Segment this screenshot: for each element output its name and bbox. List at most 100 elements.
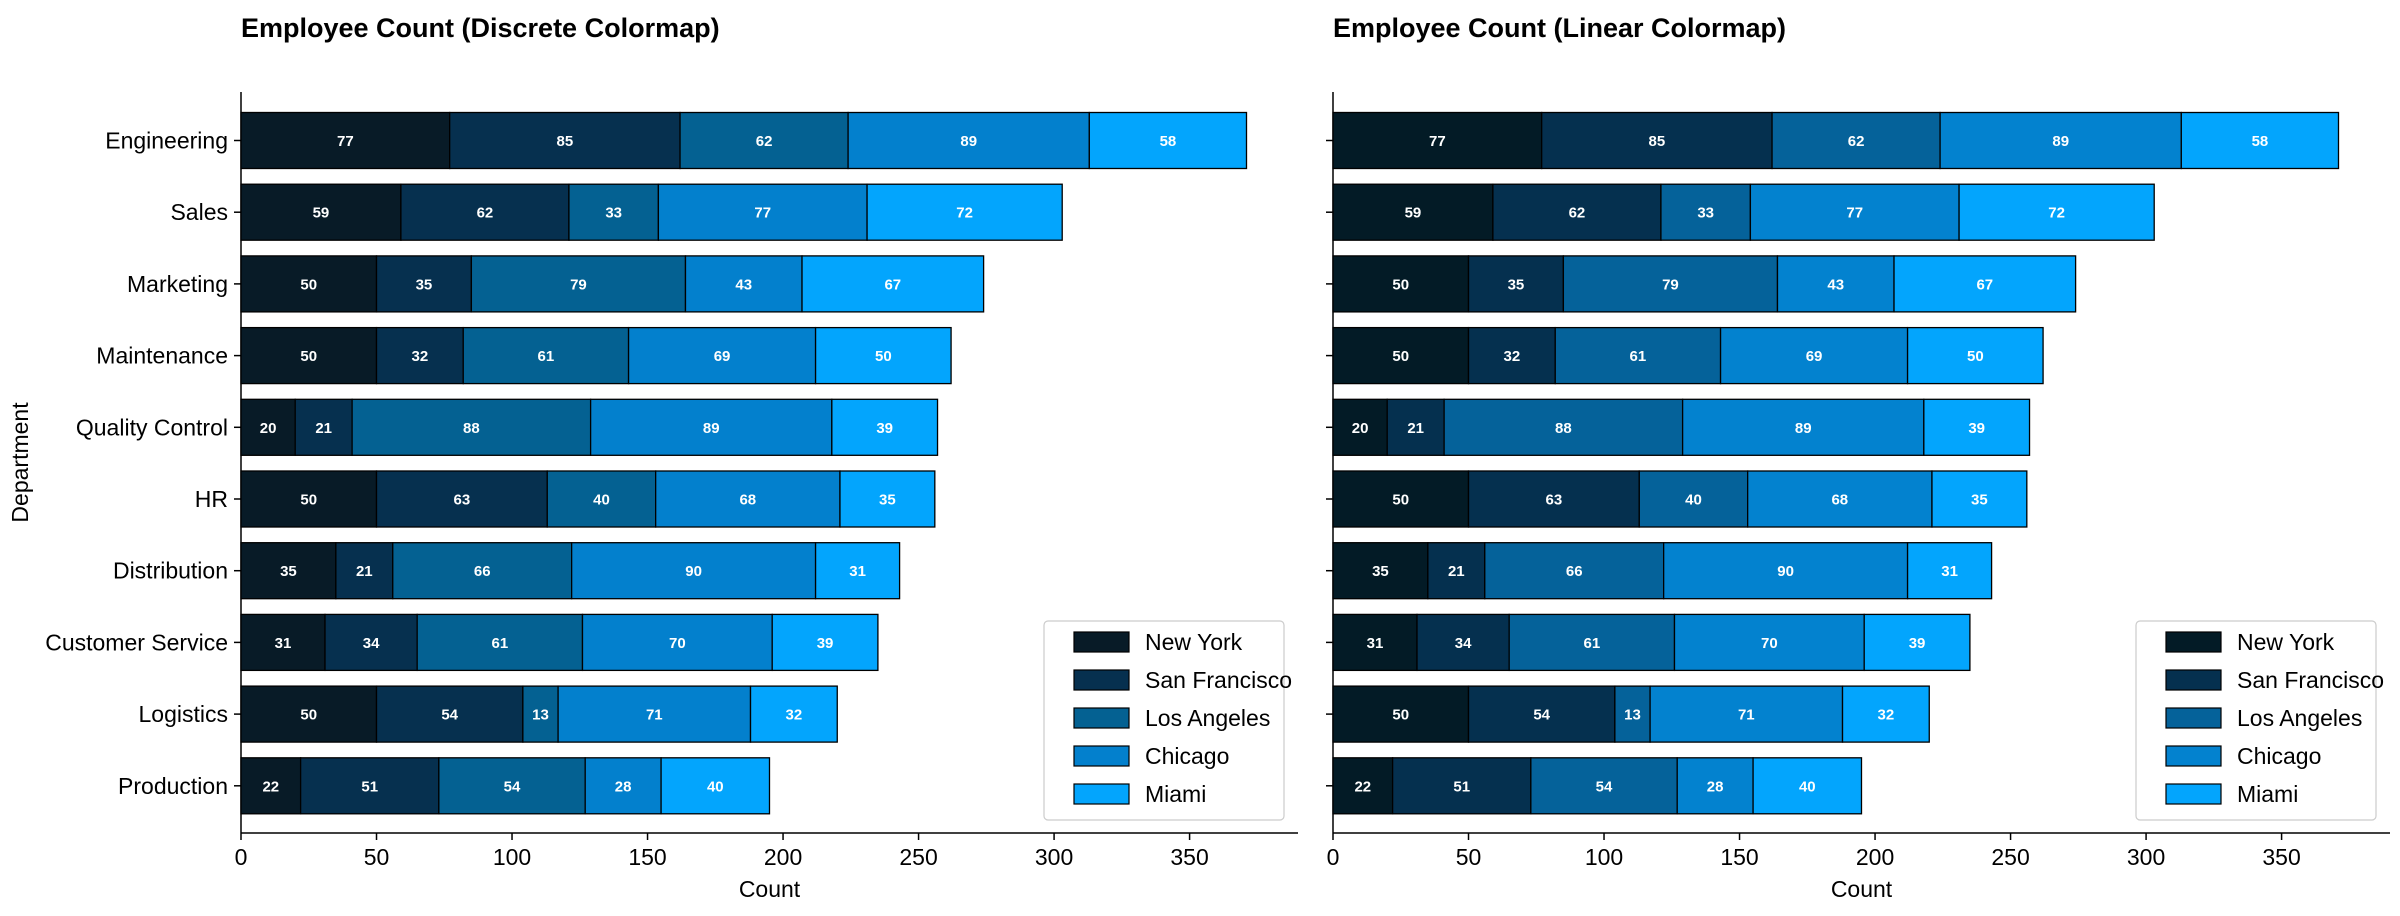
x-tick-label: 300 bbox=[2127, 844, 2165, 870]
y-tick-label: Sales bbox=[170, 199, 228, 225]
bar-value-label: 61 bbox=[538, 348, 555, 365]
x-tick-label: 200 bbox=[764, 844, 802, 870]
bar-segment bbox=[657, 183, 868, 241]
bar-segment bbox=[240, 542, 337, 600]
bar-segment bbox=[1660, 183, 1752, 241]
bar-value-label: 50 bbox=[300, 348, 317, 365]
legend: New York San Francisco Los Angeles Chicago M… bbox=[1043, 620, 1292, 821]
bar-value-label: 89 bbox=[2052, 133, 2069, 150]
bar-segment bbox=[546, 470, 657, 528]
chart-panel-2: Employee Count (Linear Colormap) 0 50 100 15… bbox=[1326, 13, 2390, 902]
bar-value-label: 35 bbox=[280, 563, 297, 580]
bar-value-label: 40 bbox=[707, 778, 724, 795]
bar-value-label: 62 bbox=[477, 205, 494, 222]
bar-value-label: 68 bbox=[1831, 492, 1848, 509]
bar-value-label: 54 bbox=[1596, 778, 1613, 795]
bar-value-label: 61 bbox=[1583, 635, 1600, 652]
x-tick-label: 250 bbox=[1991, 844, 2029, 870]
bar-segment bbox=[335, 542, 394, 600]
x-tick-label: 100 bbox=[1585, 844, 1623, 870]
bar-value-label: 79 bbox=[570, 276, 587, 293]
bar-value-label: 71 bbox=[646, 707, 663, 724]
bar-value-label: 85 bbox=[557, 133, 574, 150]
bar-segment bbox=[1719, 326, 1909, 385]
x-tick-label: 0 bbox=[235, 844, 248, 870]
bar-segment bbox=[462, 326, 630, 385]
bar-value-label: 34 bbox=[363, 635, 380, 652]
bar-segment bbox=[240, 326, 378, 385]
bar-segment bbox=[571, 542, 817, 600]
legend-label: Miami bbox=[1145, 781, 1206, 807]
y-tick-label: HR bbox=[195, 486, 228, 512]
bar-segment bbox=[240, 613, 326, 672]
bar-segment bbox=[392, 542, 573, 600]
x-tick-label: 200 bbox=[1856, 844, 1894, 870]
bar-value-label: 85 bbox=[1649, 133, 1666, 150]
bar-value-label: 88 bbox=[1555, 420, 1572, 437]
bar-value-label: 40 bbox=[593, 492, 610, 509]
bar-segment bbox=[814, 326, 952, 385]
bar-segment bbox=[1663, 542, 1909, 600]
bar-value-label: 32 bbox=[412, 348, 429, 365]
legend-swatch bbox=[2165, 669, 2222, 691]
legend-swatch bbox=[1073, 745, 1130, 767]
legend-label: Miami bbox=[2237, 781, 2298, 807]
bar-value-label: 34 bbox=[1455, 635, 1472, 652]
bar-value-label: 43 bbox=[1827, 276, 1844, 293]
bar-value-label: 54 bbox=[504, 778, 521, 795]
bar-segment bbox=[1958, 183, 2155, 241]
bar-value-label: 88 bbox=[463, 420, 480, 437]
bar-segment bbox=[400, 183, 570, 241]
bar-segment bbox=[589, 398, 833, 456]
bar-value-label: 39 bbox=[1968, 420, 1985, 437]
bar-value-label: 21 bbox=[356, 563, 373, 580]
bar-segment bbox=[1931, 470, 2028, 528]
bar-segment bbox=[1676, 757, 1754, 815]
bar-value-label: 35 bbox=[416, 276, 433, 293]
bar-segment bbox=[1386, 398, 1445, 456]
bar-segment bbox=[801, 255, 985, 313]
bar-segment bbox=[416, 613, 584, 672]
bar-segment bbox=[375, 470, 548, 528]
bar-segment bbox=[1776, 255, 1895, 313]
y-tick-label: Customer Service bbox=[45, 629, 228, 655]
bar-segment bbox=[1332, 757, 1394, 815]
bar-value-label: 31 bbox=[849, 563, 866, 580]
bar-value-label: 39 bbox=[1909, 635, 1926, 652]
x-tick-label: 100 bbox=[493, 844, 531, 870]
bar-value-label: 54 bbox=[441, 707, 458, 724]
bar-value-label: 62 bbox=[1569, 205, 1586, 222]
bar-segment bbox=[240, 183, 402, 241]
bar-value-label: 35 bbox=[879, 492, 896, 509]
bar-value-label: 50 bbox=[1967, 348, 1984, 365]
bar-segment bbox=[449, 111, 681, 170]
bar-segment bbox=[1416, 613, 1510, 672]
bar-value-label: 32 bbox=[1504, 348, 1521, 365]
bar-value-label: 20 bbox=[1352, 420, 1369, 437]
bar-value-label: 43 bbox=[735, 276, 752, 293]
bar-value-label: 40 bbox=[1685, 492, 1702, 509]
bar-value-label: 89 bbox=[1795, 420, 1812, 437]
bar-segment bbox=[1332, 470, 1470, 528]
bar-segment bbox=[771, 613, 879, 672]
bar-segment bbox=[1541, 111, 1773, 170]
bar-value-label: 72 bbox=[956, 205, 973, 222]
bar-segment bbox=[240, 111, 451, 170]
bar-value-label: 61 bbox=[1630, 348, 1647, 365]
bar-value-label: 51 bbox=[1453, 778, 1470, 795]
bar-segment bbox=[1088, 111, 1248, 170]
y-tick-label: Engineering bbox=[105, 128, 228, 154]
bar-segment bbox=[2180, 111, 2340, 170]
bar-segment bbox=[1747, 470, 1933, 528]
bar-segment bbox=[1332, 398, 1388, 456]
bar-segment bbox=[1467, 685, 1616, 743]
bar-value-label: 77 bbox=[337, 133, 354, 150]
x-tick-label: 50 bbox=[364, 844, 390, 870]
bar-segment bbox=[351, 398, 592, 456]
bar-segment bbox=[1467, 470, 1640, 528]
legend-swatch bbox=[2165, 745, 2222, 767]
bar-value-label: 50 bbox=[300, 492, 317, 509]
bar-segment bbox=[1906, 542, 1993, 600]
legend-label: Chicago bbox=[2237, 743, 2321, 769]
